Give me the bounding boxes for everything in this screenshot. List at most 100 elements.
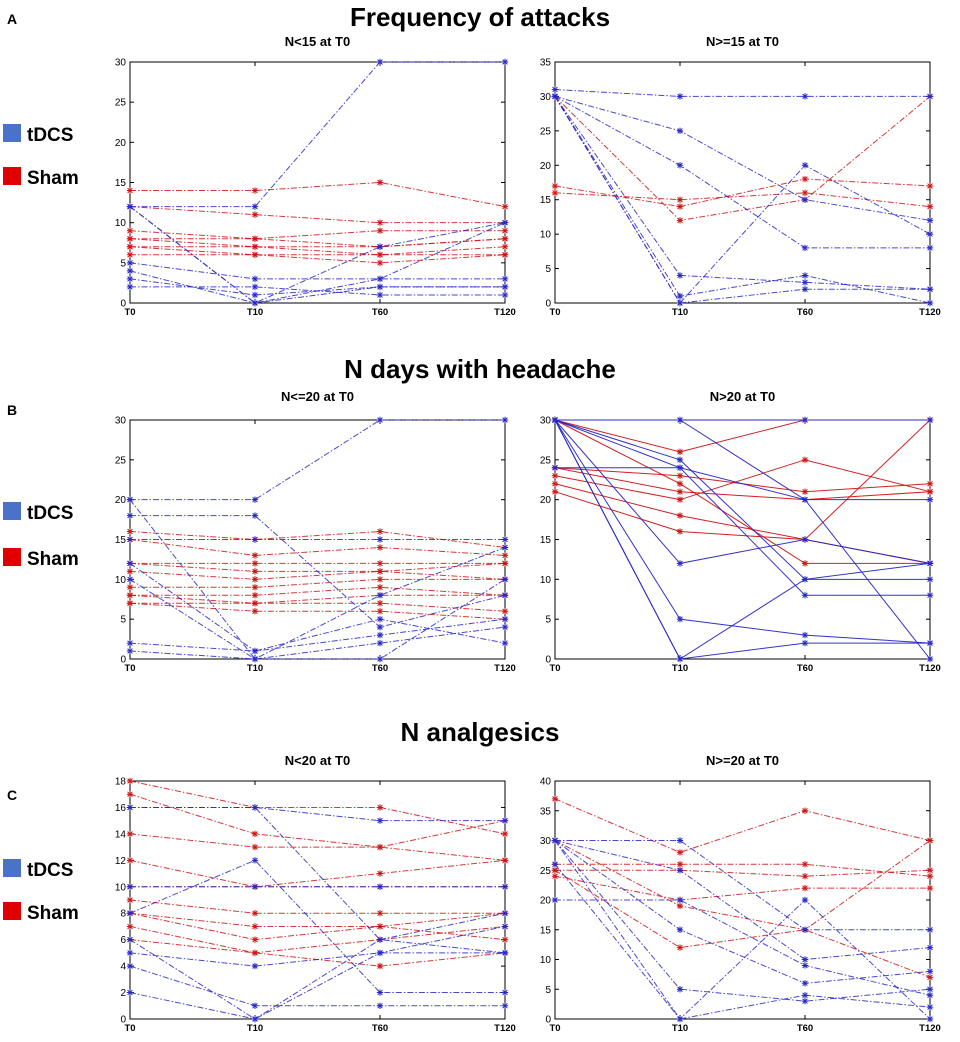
tdcs-series-line xyxy=(554,96,930,304)
sham-point xyxy=(251,243,259,250)
tdcs-point xyxy=(501,219,509,226)
y-tick-label: 10 xyxy=(115,218,127,229)
sham-series-line xyxy=(555,869,931,877)
tdcs-point xyxy=(501,291,509,299)
tdcs-point xyxy=(126,267,134,275)
sham-point xyxy=(251,187,259,194)
tdcs-point xyxy=(251,655,259,663)
sham-point xyxy=(551,867,559,874)
plot-subtitle: N>=20 at T0 xyxy=(706,753,779,768)
sham-point xyxy=(676,448,684,456)
y-tick-label: 20 xyxy=(540,896,552,907)
tdcs-point xyxy=(926,986,934,993)
y-tick-label: 10 xyxy=(115,882,127,893)
sham-point xyxy=(251,830,259,838)
y-tick-label: 0 xyxy=(120,299,126,310)
tdcs-point xyxy=(376,416,384,424)
tdcs-point xyxy=(126,936,134,943)
y-tick-label: 25 xyxy=(540,455,552,466)
y-tick-label: 35 xyxy=(540,58,552,69)
x-tick-label: T0 xyxy=(124,663,135,674)
legend-label-tdcs: tDCS xyxy=(27,503,73,524)
tdcs-point xyxy=(551,896,559,904)
y-tick-label: 20 xyxy=(540,161,552,172)
tdcs-point xyxy=(926,576,934,583)
sham-point xyxy=(501,830,509,838)
sham-point xyxy=(926,837,934,844)
sham-series-line xyxy=(129,562,506,572)
sham-series-line xyxy=(129,912,506,927)
legend-swatch-sham xyxy=(3,548,21,566)
tdcs-point xyxy=(926,217,934,224)
tdcs-point xyxy=(676,926,684,933)
tdcs-series-line xyxy=(129,206,506,304)
sham-point xyxy=(551,472,559,479)
tdcs-point xyxy=(551,464,559,471)
legend-label-sham: Sham xyxy=(27,168,79,189)
sham-series-line xyxy=(554,419,930,564)
panel-title: Frequency of attacks xyxy=(350,2,610,32)
y-tick-label: 25 xyxy=(115,455,127,466)
y-tick-label: 35 xyxy=(540,806,552,817)
sham-point xyxy=(551,873,559,880)
tdcs-point xyxy=(551,837,559,844)
tdcs-point xyxy=(676,456,684,464)
sham-point xyxy=(126,528,134,535)
plot-c1: N<20 at T0 0 2 4 6 8 10 12 14 16 18 T0 T10 T60 T120 xyxy=(115,753,516,1034)
sham-point xyxy=(376,584,384,591)
tdcs-series-line xyxy=(554,419,930,660)
tdcs-point xyxy=(926,655,934,663)
tdcs-point xyxy=(501,883,509,890)
tdcs-point xyxy=(801,639,809,647)
sham-point xyxy=(376,179,384,186)
tdcs-point xyxy=(251,291,259,299)
sham-point xyxy=(126,791,134,798)
sham-point xyxy=(926,873,934,880)
tdcs-point xyxy=(376,817,384,824)
sham-point xyxy=(551,182,559,190)
sham-series-line xyxy=(554,798,931,853)
tdcs-point xyxy=(926,416,934,424)
sham-series-line xyxy=(129,780,506,835)
sham-point xyxy=(376,804,384,811)
sham-point xyxy=(376,219,384,226)
tdcs-series-line xyxy=(554,95,930,249)
tdcs-point xyxy=(501,989,509,996)
tdcs-series-line xyxy=(554,419,931,644)
tdcs-point xyxy=(676,93,684,100)
tdcs-series-line xyxy=(130,286,505,296)
legend-swatch-sham xyxy=(3,902,21,920)
sham-point xyxy=(926,480,934,487)
panel-title: N days with headache xyxy=(344,354,616,384)
y-tick-label: 0 xyxy=(545,299,551,310)
tdcs-series-line xyxy=(129,618,506,652)
tdcs-point xyxy=(676,837,684,844)
sham-point xyxy=(551,189,559,197)
tdcs-point xyxy=(926,560,934,567)
tdcs-series-line xyxy=(130,419,505,501)
tdcs-point xyxy=(676,272,684,279)
sham-point xyxy=(801,861,809,868)
plot-a1: N<15 at T0 0 5 10 15 20 25 30 T0 T10 T60 T120 xyxy=(115,34,516,318)
sham-point xyxy=(551,480,559,487)
tdcs-point xyxy=(676,655,684,663)
tdcs-series-line xyxy=(130,806,505,822)
sham-point xyxy=(126,896,134,904)
y-tick-label: 8 xyxy=(120,909,126,920)
tdcs-point xyxy=(551,416,559,424)
panel-title: N analgesics xyxy=(401,717,560,747)
sham-point xyxy=(926,488,934,495)
tdcs-point xyxy=(251,512,259,519)
plot-axes-box xyxy=(129,61,506,304)
sham-point xyxy=(801,189,809,197)
tdcs-point xyxy=(126,804,134,811)
tdcs-point xyxy=(676,299,684,307)
tdcs-point xyxy=(126,883,134,890)
x-tick-label: T10 xyxy=(247,663,263,674)
sham-point xyxy=(501,227,509,234)
tdcs-point xyxy=(126,203,134,210)
tdcs-point xyxy=(126,496,134,503)
plot-axes-box xyxy=(554,419,931,660)
sham-point xyxy=(376,962,384,970)
